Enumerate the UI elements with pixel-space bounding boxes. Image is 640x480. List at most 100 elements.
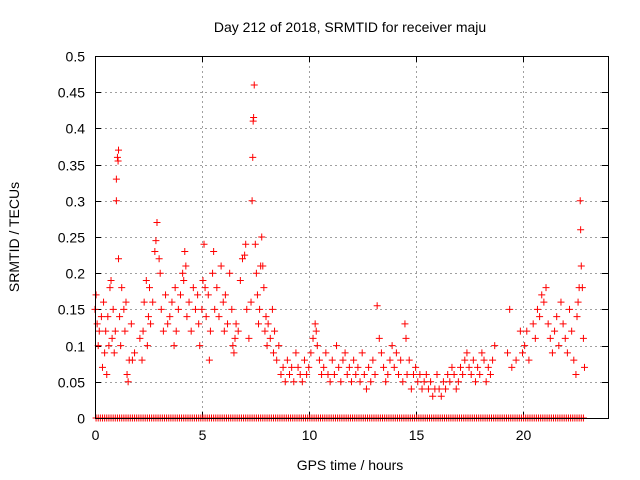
data-point — [275, 342, 283, 350]
data-point — [166, 313, 174, 321]
data-point — [283, 356, 291, 364]
data-point — [377, 349, 385, 357]
data-point — [144, 313, 152, 321]
data-point — [106, 284, 114, 292]
data-point — [136, 334, 144, 342]
data-point — [506, 305, 514, 313]
data-points — [91, 81, 588, 400]
data-point — [199, 276, 207, 284]
data-point — [512, 356, 520, 364]
data-point — [392, 349, 400, 357]
data-point — [250, 114, 258, 122]
data-point — [367, 378, 375, 386]
data-point — [341, 349, 349, 357]
data-point — [266, 334, 274, 342]
data-point — [249, 153, 257, 161]
data-point — [508, 363, 516, 371]
data-point — [115, 146, 123, 154]
data-point — [444, 371, 452, 379]
data-point — [248, 197, 256, 205]
data-point — [576, 197, 584, 205]
data-point — [577, 226, 585, 234]
data-point — [201, 284, 209, 292]
data-point — [164, 320, 172, 328]
data-point — [525, 356, 533, 364]
data-point — [219, 298, 227, 306]
data-point — [101, 349, 109, 357]
data-point — [103, 371, 111, 379]
data-point — [226, 269, 234, 277]
data-point — [259, 262, 267, 270]
data-point — [93, 320, 101, 328]
data-point — [555, 342, 563, 350]
data-point — [252, 269, 260, 277]
data-point — [194, 291, 202, 299]
data-point — [288, 363, 296, 371]
data-point — [343, 371, 351, 379]
data-point — [102, 327, 110, 335]
data-point — [529, 320, 537, 328]
data-point — [112, 197, 120, 205]
data-point — [546, 334, 554, 342]
y-tick-label: 0.3 — [66, 194, 86, 210]
data-point — [403, 371, 411, 379]
data-point — [373, 302, 381, 310]
data-point — [424, 385, 432, 393]
data-point — [356, 378, 364, 386]
x-tick-label: 5 — [199, 427, 207, 443]
data-point — [422, 371, 430, 379]
data-point — [315, 356, 323, 364]
data-point — [448, 363, 456, 371]
data-point — [97, 313, 105, 321]
data-point — [538, 291, 546, 299]
data-point — [420, 378, 428, 386]
data-point — [402, 334, 410, 342]
data-point — [189, 284, 197, 292]
data-point — [171, 284, 179, 292]
y-tick-label: 0.45 — [58, 85, 85, 101]
data-point — [181, 247, 189, 255]
data-point — [250, 81, 258, 89]
data-point — [281, 378, 289, 386]
data-point — [174, 305, 182, 313]
data-point — [263, 342, 271, 350]
data-point — [113, 153, 121, 161]
data-point — [365, 363, 373, 371]
data-point — [579, 334, 587, 342]
data-point — [286, 371, 294, 379]
data-point — [559, 320, 567, 328]
data-point — [435, 385, 443, 393]
data-point — [491, 342, 499, 350]
data-point — [247, 298, 255, 306]
data-point — [152, 237, 160, 245]
data-point — [128, 356, 136, 364]
data-point — [261, 327, 269, 335]
data-point — [241, 251, 249, 259]
data-point — [335, 363, 343, 371]
data-point — [183, 313, 191, 321]
data-point — [98, 363, 106, 371]
x-tick-label: 0 — [92, 427, 100, 443]
data-point — [429, 392, 437, 400]
data-point — [232, 320, 240, 328]
data-point — [401, 320, 409, 328]
data-point — [122, 298, 130, 306]
data-point — [191, 305, 199, 313]
data-point — [149, 298, 157, 306]
data-point — [156, 269, 164, 277]
data-point — [409, 371, 417, 379]
data-point — [467, 371, 475, 379]
data-point — [454, 378, 462, 386]
data-point — [139, 327, 147, 335]
data-point — [290, 378, 298, 386]
data-point — [578, 284, 586, 292]
data-point — [312, 327, 320, 335]
data-point — [399, 378, 407, 386]
data-point — [210, 247, 218, 255]
data-point — [118, 284, 126, 292]
data-point — [179, 269, 187, 277]
data-point — [204, 291, 212, 299]
data-point — [476, 371, 484, 379]
data-point — [328, 356, 336, 364]
data-point — [384, 371, 392, 379]
